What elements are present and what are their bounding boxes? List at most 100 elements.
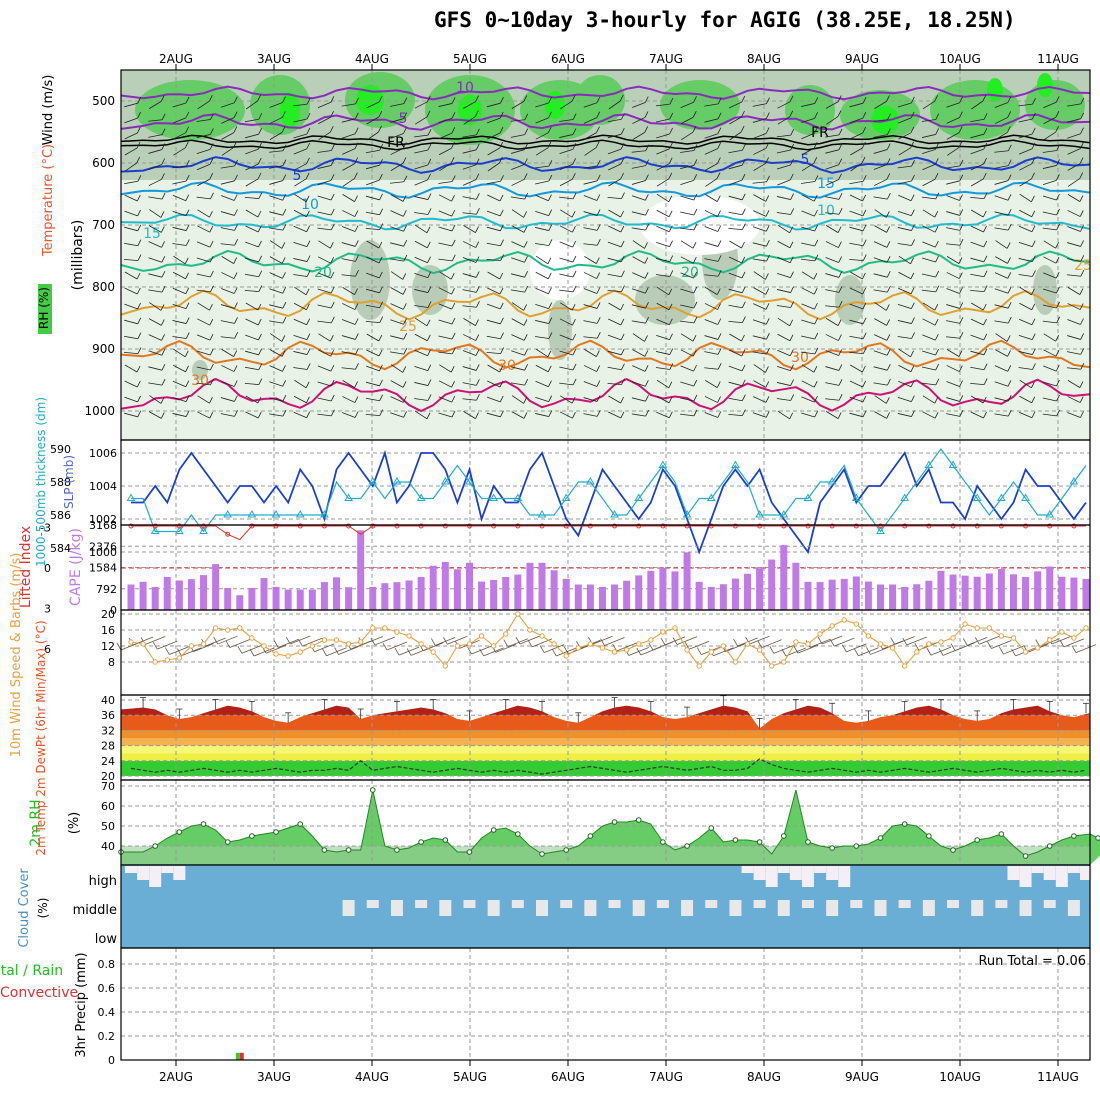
wind-barb-flag (959, 302, 964, 309)
wind-barb (220, 180, 235, 185)
wind-barb (294, 178, 307, 187)
wind-barb (680, 101, 694, 109)
wind-barb-flag (282, 223, 287, 231)
rh-base-band (121, 846, 1090, 865)
wind-barb (559, 411, 573, 419)
rh-marker (805, 839, 811, 845)
wind-barb (220, 413, 235, 417)
wind-barb (559, 225, 573, 233)
temp-tick-label: 36 (101, 709, 115, 722)
wind-barb-flag (983, 318, 987, 326)
wind-barb (390, 133, 404, 139)
wind-barb-flag (765, 195, 770, 202)
cloud-high-label: high (89, 874, 117, 889)
wind-barb-flag (790, 379, 794, 386)
wind-barb-flag (354, 225, 359, 232)
wind-barb-flag (644, 96, 649, 103)
wind-barb (293, 351, 308, 355)
wind-barb (680, 333, 694, 342)
cape-bar (647, 570, 655, 610)
wind-barb-flag (813, 380, 818, 388)
wind-barb (704, 335, 719, 340)
cape-bar (441, 561, 449, 610)
wind-barb-flag (209, 95, 213, 102)
wind-barb (946, 413, 960, 417)
wind-barb (438, 147, 452, 156)
wind-barb-flag (838, 193, 843, 200)
wind-barb-flag (620, 172, 624, 180)
wind-barb (172, 303, 187, 310)
precip-panel-frame (120, 947, 1091, 1061)
wind-barb-flag (837, 412, 842, 419)
cape-bar (502, 576, 510, 610)
wind-barb-flag (427, 379, 432, 386)
li-marker (273, 523, 279, 529)
wind-barb (897, 165, 912, 169)
wind-barb-flag (934, 173, 939, 180)
wind-barb (462, 273, 477, 278)
wind-barb (753, 287, 766, 295)
rh-legend-swatch (38, 284, 52, 334)
wind-barb (704, 367, 719, 370)
wind-barb (946, 256, 960, 264)
temp-band-hot (121, 705, 1090, 716)
wind-barb (1018, 258, 1033, 262)
thickness-marker (634, 493, 644, 501)
wind-barb-flag (693, 193, 698, 201)
wind-barb-flag (790, 286, 794, 293)
wind-barb-flag (959, 194, 963, 201)
wind-barb (487, 132, 501, 140)
wind-barb-flag (741, 193, 746, 200)
wind-barb-10m (217, 635, 238, 645)
wind-barb (560, 209, 573, 218)
wind-barb (850, 364, 863, 373)
wind-barb-flag (185, 302, 190, 309)
wind-barb-flag (621, 113, 625, 120)
wind-speed-marker (684, 647, 690, 653)
wind-barb (172, 271, 186, 280)
rh-marker (418, 839, 424, 845)
wind-barb-flag (789, 241, 794, 248)
wind-barb (293, 241, 308, 248)
wind-barb-flag (161, 143, 166, 150)
wind-barb (680, 349, 694, 357)
wind-barb (221, 117, 235, 124)
wind-barb-10m (241, 644, 263, 654)
wind-barb-flag (1056, 379, 1060, 387)
wind-barb-flag (402, 273, 407, 280)
wind-barb-flag (692, 349, 697, 357)
wind-barb-flag (258, 270, 263, 277)
wind-barb-10m (858, 647, 879, 657)
wind-barb (607, 148, 622, 155)
wind-barb-flag (983, 225, 987, 233)
wind-barb-flag (234, 224, 238, 231)
wind-barb-flag (1056, 286, 1060, 294)
wind-barb (728, 164, 743, 170)
wind-barb (269, 256, 283, 264)
wind-barb-flag (765, 303, 770, 310)
wind-barb (317, 150, 332, 153)
wind-speed-marker (877, 641, 884, 647)
wind-barb-flag (887, 128, 891, 135)
wind-barb (172, 396, 187, 403)
wind-barb (1067, 412, 1081, 418)
wind-barb-flag (426, 319, 431, 326)
wind-barb (172, 287, 186, 295)
wind-barb (317, 101, 332, 109)
wind-barb-flag (160, 412, 165, 419)
wind-barb (946, 320, 960, 324)
wind-barb (415, 224, 428, 234)
wind-barb (1019, 209, 1032, 218)
wind-barb-flag (258, 285, 263, 292)
wind-barb-flag (717, 210, 721, 217)
wind-barb (535, 132, 549, 140)
wind-barb-flag (426, 241, 431, 248)
wind-barb (463, 318, 476, 326)
wind-barb (366, 365, 380, 372)
wind-barb-flag (959, 395, 964, 402)
wind-barb (897, 413, 912, 417)
wind-barb (753, 364, 766, 373)
wind-barb-flag (524, 256, 528, 263)
wind-barb (511, 350, 525, 356)
wind-barb (728, 349, 742, 357)
